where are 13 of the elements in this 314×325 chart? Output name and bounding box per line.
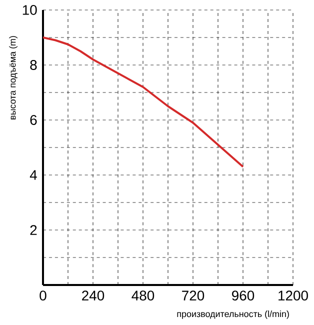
y-axis-title: высота подъёма (m) xyxy=(9,36,18,120)
y-tick-label: 2 xyxy=(30,225,37,235)
x-tick-label: 0 xyxy=(40,290,46,301)
y-tick-label: 8 xyxy=(30,60,37,70)
x-tick-label: 960 xyxy=(232,290,254,301)
x-tick-label: 480 xyxy=(132,290,154,301)
y-tick-label: 6 xyxy=(30,115,37,125)
x-tick-label: 240 xyxy=(82,290,104,301)
y-tick-label: 10 xyxy=(22,5,37,15)
x-tick-label: 720 xyxy=(182,290,204,301)
x-tick-label: 1200 xyxy=(278,290,308,301)
y-tick-label: 4 xyxy=(30,170,37,180)
x-axis-title: производительность (l/min) xyxy=(177,310,289,319)
